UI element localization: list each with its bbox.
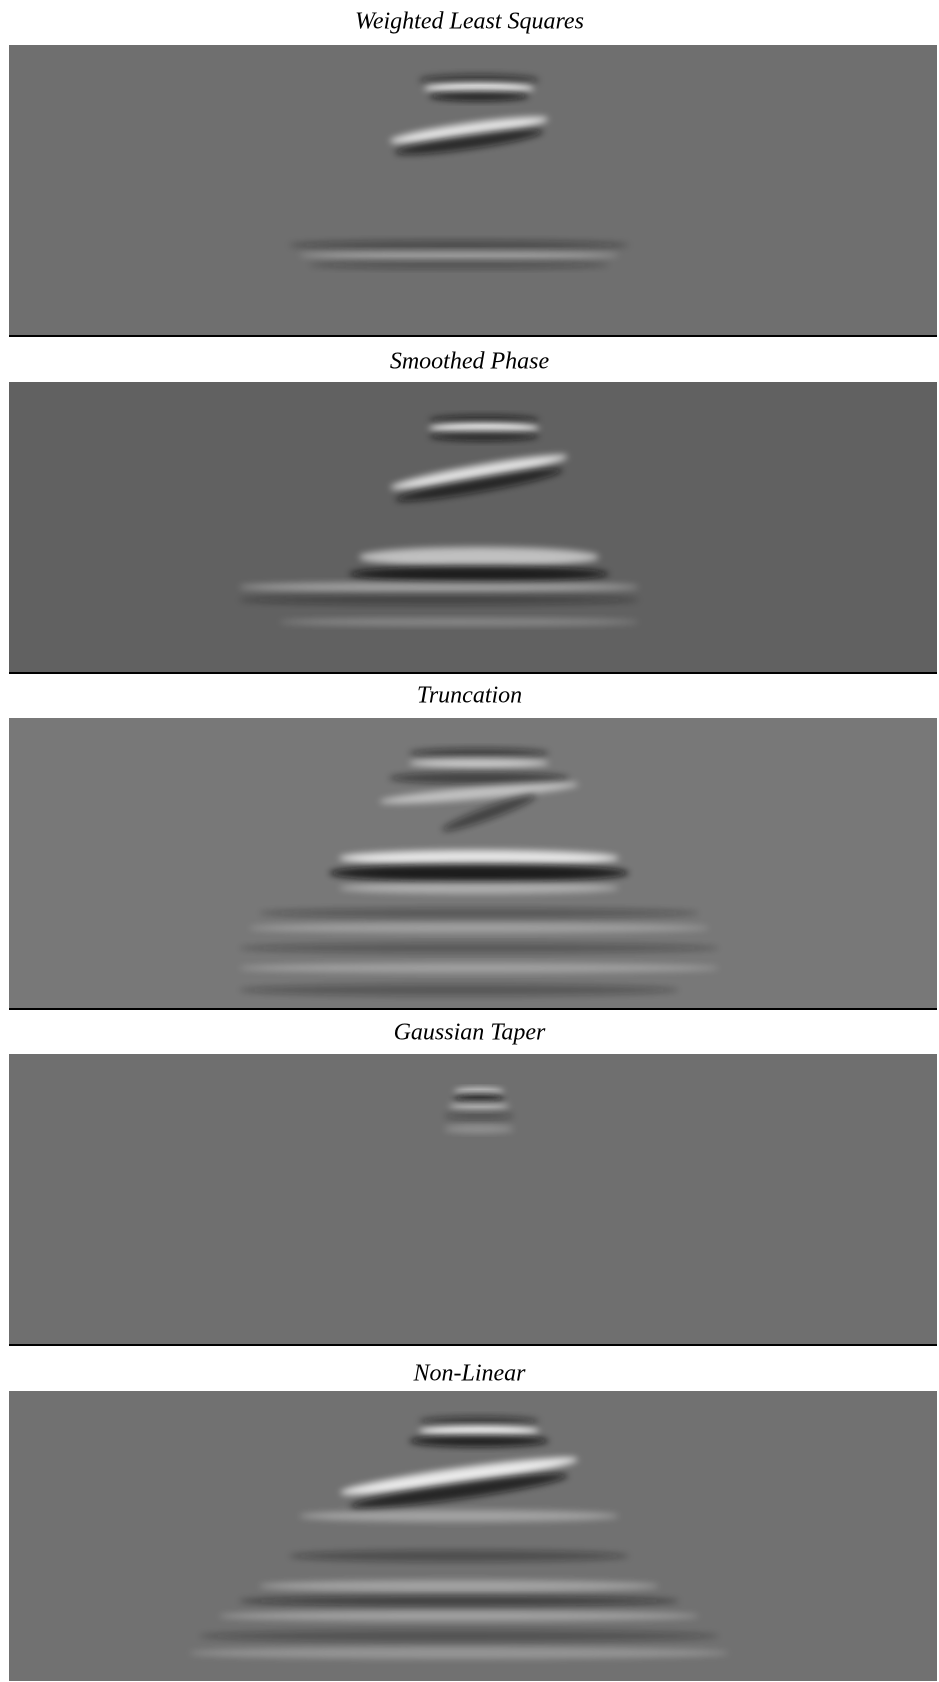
panel-title: Truncation [417,683,522,709]
reflector [299,1510,619,1522]
panel: Gaussian Taper [9,1020,937,1346]
reflector [239,984,679,996]
panel-title: Gaussian Taper [394,1020,546,1046]
image-content [289,74,629,269]
reflector [429,415,539,425]
panel-title: Non-Linear [412,1361,526,1387]
reflector [419,1416,539,1426]
reflector [339,850,619,866]
reflector [349,566,609,582]
reflector [249,923,709,933]
reflector [239,582,639,592]
reflector [419,74,539,86]
reflector [409,748,549,758]
reflector [259,908,699,918]
image-content [189,1416,729,1659]
reflector [389,116,549,144]
panel-title: Weighted Least Squares [355,9,584,35]
reflector [299,251,619,259]
reflector [444,1125,514,1133]
panel: Non-Linear [9,1361,937,1681]
reflector [454,1088,504,1096]
reflector [449,1102,509,1110]
reflector [395,468,563,502]
reflector [444,1112,514,1120]
reflector [379,782,579,804]
image-content [239,415,639,626]
panel: Weighted Least Squares [9,9,937,337]
reflector [259,1580,659,1592]
reflector [340,1457,578,1495]
panel-title: Smoothed Phase [390,349,550,375]
reflector [339,882,619,894]
reflector [409,758,549,768]
reflector [239,943,719,953]
image-content [239,748,719,996]
reflector [429,91,529,101]
panel: Smoothed Phase [9,349,937,674]
reflector [424,83,534,93]
reflector [199,1630,719,1642]
reflector [239,963,719,973]
panel: Truncation [9,683,937,1010]
reflector [189,1647,729,1659]
reflector [441,794,537,832]
reflector [289,1550,629,1562]
reflector [239,595,639,605]
reflector [289,240,629,250]
reflector [239,1596,679,1606]
reflector [429,431,539,441]
reflector [350,1473,568,1509]
reflector [390,454,568,490]
reflector [329,864,629,882]
reflector [394,129,544,155]
reflector [409,1435,549,1447]
reflector [419,1426,539,1436]
reflector [309,261,609,269]
reflector [454,1094,504,1102]
reflector [359,547,599,567]
reflector [429,423,539,433]
reflector [219,1611,699,1621]
reflector [389,772,569,784]
reflector [279,618,639,626]
image-content [444,1088,514,1133]
